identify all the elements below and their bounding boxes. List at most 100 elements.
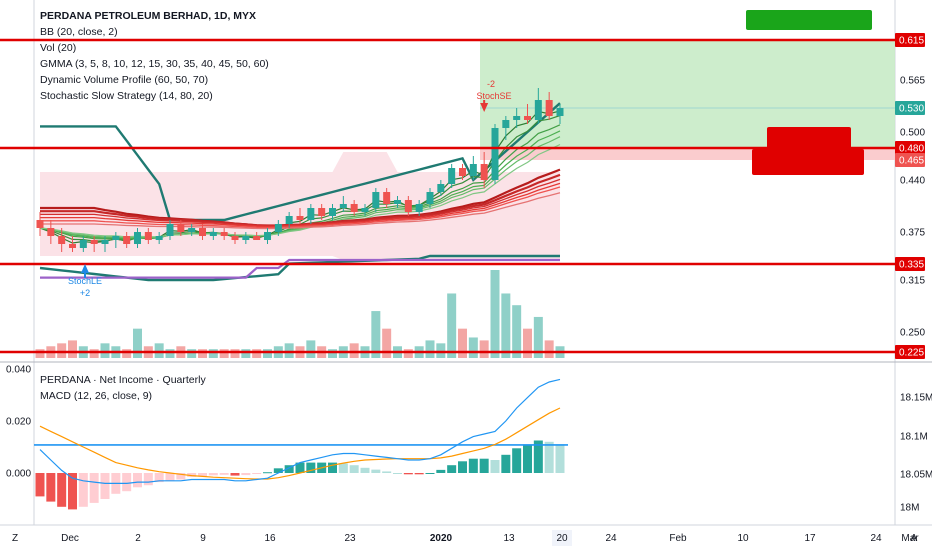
sell-arrow-icon — [480, 103, 489, 112]
candle-body — [383, 192, 391, 204]
volume-bar — [68, 340, 77, 358]
histogram-bar — [241, 473, 251, 476]
lower-right-tick: 18.1M — [900, 432, 928, 443]
candle-body — [134, 232, 141, 244]
last-price-box — [895, 101, 925, 115]
histogram-bar — [349, 465, 359, 473]
legend-stoch[interactable]: Stochastic Slow Strategy (14, 80, 20) — [40, 90, 213, 102]
gmma-long-60 — [40, 192, 561, 230]
price-tag-box — [895, 141, 925, 155]
x-tick-label: 2 — [135, 533, 141, 544]
lower-right-tick: 18.05M — [900, 470, 932, 481]
price-tag-text: 0.225 — [899, 348, 924, 359]
price-tag: 0.615 — [895, 33, 925, 47]
y-tick-label: 0.440 — [900, 176, 925, 187]
candle-body — [296, 216, 304, 220]
price-tag: 0.225 — [895, 345, 925, 359]
price-tag-text: 0.335 — [899, 260, 924, 271]
candle-body — [329, 208, 336, 216]
legend-net-income[interactable]: PERDANA · Net Income · Quarterly — [40, 374, 206, 386]
candle-body — [415, 204, 423, 212]
candle-body — [448, 168, 456, 184]
candle-body — [123, 236, 131, 244]
x-tick-label: Mar — [901, 533, 919, 544]
candle-body — [469, 164, 477, 176]
y-tick-label: 0.250 — [900, 328, 925, 339]
x-tick-label: 2020 — [430, 533, 453, 544]
candle-body — [556, 108, 564, 116]
legend-macd[interactable]: MACD (12, 26, close, 9) — [40, 390, 153, 402]
macd-signal-line — [39, 407, 561, 480]
histogram-bar — [165, 473, 175, 481]
histogram-bar — [143, 473, 153, 486]
candle-body — [459, 168, 466, 176]
candle-body — [155, 236, 163, 240]
lower-left-tick: 0.000 — [6, 469, 31, 480]
legend-vol[interactable]: Vol (20) — [40, 42, 77, 54]
histogram-bar — [328, 462, 337, 473]
volume-bar — [523, 328, 532, 358]
volume-bar — [198, 349, 207, 358]
histogram-bar — [57, 473, 67, 507]
price-tag: 0.465 — [895, 153, 925, 167]
price-tag-box — [895, 345, 925, 359]
histogram-bar — [273, 468, 283, 473]
volume-bar — [165, 349, 175, 358]
histogram-bar — [198, 473, 207, 477]
legend-dvp[interactable]: Dynamic Volume Profile (60, 50, 70) — [40, 74, 209, 86]
volume-bar — [89, 349, 99, 358]
histogram-bar — [360, 467, 370, 473]
histogram-bar — [458, 461, 467, 473]
histogram-bar — [68, 473, 77, 510]
histogram-bar — [523, 444, 532, 473]
volume-bar — [403, 349, 413, 358]
candle-body — [491, 128, 499, 180]
candle-body — [166, 224, 174, 236]
histogram-bar — [501, 454, 511, 473]
candle-body — [350, 204, 358, 212]
lower-right-tick: 18.15M — [900, 393, 932, 404]
histogram-bar — [436, 469, 446, 473]
x-tick-label: 13 — [503, 533, 515, 544]
candle-body — [69, 244, 76, 248]
histogram-bar — [208, 473, 218, 476]
macd-line — [39, 378, 561, 484]
x-tick-label: 17 — [804, 533, 816, 544]
buy-arrow-icon — [81, 264, 89, 273]
histogram-bar — [512, 448, 522, 473]
candle-body — [274, 224, 282, 232]
volume-bar — [284, 343, 294, 358]
volume-bar — [458, 328, 467, 358]
candle-body — [47, 228, 55, 236]
legend-gmma[interactable]: GMMA (3, 5, 8, 10, 12, 15, 30, 35, 40, 4… — [40, 58, 269, 70]
take-profit-label-box — [746, 10, 872, 30]
volume-bar — [230, 349, 240, 358]
legend-bb[interactable]: BB (20, close, 2) — [40, 26, 118, 38]
histogram-bar — [371, 469, 381, 473]
histogram-bar — [544, 441, 554, 473]
histogram-bar — [78, 473, 88, 507]
gmma-long-45 — [40, 182, 561, 228]
histogram-bar — [306, 462, 316, 473]
price-tag: 0.335 — [895, 257, 925, 271]
candles — [36, 88, 564, 252]
x-tick-label: 24 — [605, 533, 617, 544]
candle-body — [253, 236, 261, 240]
sell-signal-label: StochSE — [476, 91, 511, 101]
candle-body — [513, 116, 521, 120]
volume-bar — [208, 349, 218, 358]
histogram-bar — [468, 458, 478, 473]
candle-body — [90, 240, 98, 244]
symbol-title[interactable]: PERDANA PETROLEUM BERHAD, 1D, MYX — [40, 10, 257, 22]
histogram-bar — [284, 465, 294, 473]
x-highlight — [552, 530, 572, 546]
histogram-bar — [100, 473, 110, 499]
histogram-bar — [425, 473, 435, 474]
stop-label-box-2 — [752, 149, 864, 175]
candle-body — [58, 236, 66, 244]
volume-bar — [122, 349, 132, 358]
candle-body — [437, 184, 445, 192]
macd-pane — [34, 378, 568, 510]
volume-bar — [306, 340, 316, 358]
